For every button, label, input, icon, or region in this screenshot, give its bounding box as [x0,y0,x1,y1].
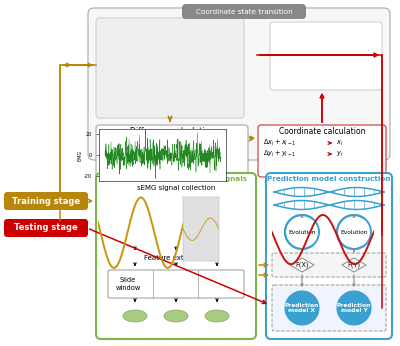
Text: Evolution: Evolution [340,229,368,235]
Text: $y_i$: $y_i$ [336,149,343,158]
FancyBboxPatch shape [258,125,386,177]
FancyBboxPatch shape [266,173,392,339]
Ellipse shape [164,310,188,322]
Ellipse shape [123,310,147,322]
FancyBboxPatch shape [182,4,306,19]
FancyBboxPatch shape [96,173,256,339]
FancyBboxPatch shape [96,18,244,118]
Text: Coordinate state transition: Coordinate state transition [196,9,292,15]
Text: Prediction
model X: Prediction model X [285,303,319,313]
Text: F(X): F(X) [295,262,309,268]
Text: $x_i$: $x_i$ [336,138,343,148]
Text: Difference calculation: Difference calculation [130,127,214,136]
Circle shape [285,291,319,325]
Text: Evolution: Evolution [288,229,316,235]
Text: $x_i - x_{i-1}$: $x_i - x_{i-1}$ [102,138,131,148]
Text: Slide
window: Slide window [115,277,141,291]
FancyBboxPatch shape [96,125,248,177]
Text: $\Delta x_i + x_{i-1}$: $\Delta x_i + x_{i-1}$ [263,138,296,148]
Text: $\Delta x_i$: $\Delta x_i$ [175,138,187,148]
Circle shape [337,291,371,325]
Text: Feature extraction: Feature extraction [144,255,208,261]
Text: Feature extraction of sEMG signals: Feature extraction of sEMG signals [104,176,248,182]
FancyBboxPatch shape [4,219,88,237]
Text: F(Y): F(Y) [348,262,360,268]
Ellipse shape [205,310,229,322]
Polygon shape [342,258,366,272]
FancyBboxPatch shape [88,8,390,160]
Text: $y_i - y_{i-1}$: $y_i - y_{i-1}$ [102,149,131,158]
Text: Testing stage: Testing stage [14,224,78,233]
Text: $\Delta y_i$: $\Delta y_i$ [175,149,187,159]
Polygon shape [290,258,314,272]
FancyBboxPatch shape [270,22,382,90]
Text: Prediction
model Y: Prediction model Y [337,303,371,313]
FancyBboxPatch shape [4,192,88,210]
Text: Coordinate calculation: Coordinate calculation [279,127,365,136]
Y-axis label: EMG: EMG [77,149,82,161]
FancyBboxPatch shape [272,253,386,277]
Text: Training stage: Training stage [12,197,80,206]
Text: sEMG signal collection: sEMG signal collection [137,185,215,191]
Text: $\Delta y_i + y_{i-1}$: $\Delta y_i + y_{i-1}$ [263,149,296,159]
FancyBboxPatch shape [272,285,386,331]
FancyBboxPatch shape [108,270,244,298]
Text: Prediction model construction: Prediction model construction [267,176,391,182]
